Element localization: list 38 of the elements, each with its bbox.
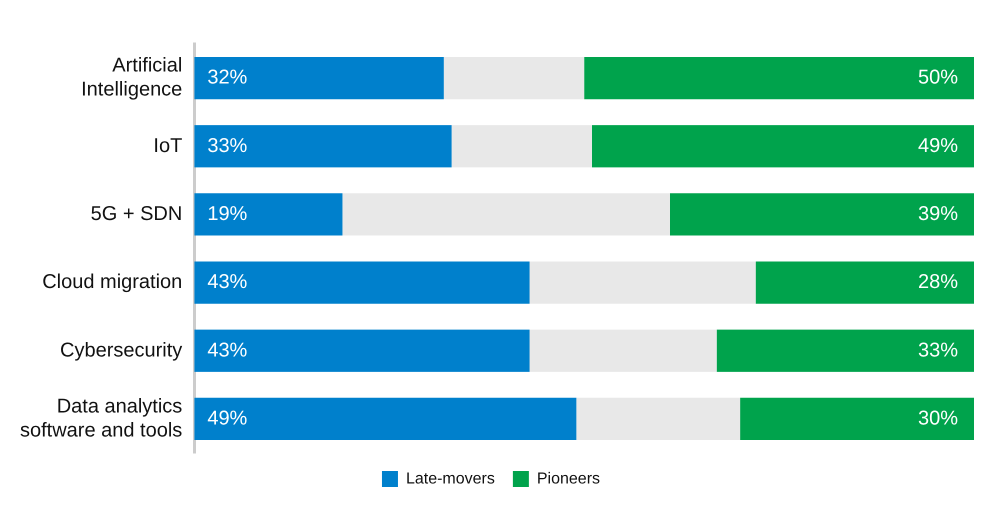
bar <box>530 261 756 304</box>
y-tick-label: Artificial Intelligence <box>81 54 182 101</box>
legend-label: Pioneers <box>536 470 600 488</box>
data-label: 39% <box>918 202 958 225</box>
y-tick-label: IoT <box>153 134 182 157</box>
y-tick-label: 5G + SDN <box>90 202 182 225</box>
bar <box>342 193 670 236</box>
data-label: 43% <box>207 271 248 294</box>
bar <box>716 330 974 372</box>
data-label: 30% <box>918 407 958 430</box>
data-label: 49% <box>207 407 248 430</box>
bar <box>740 398 974 440</box>
bar <box>756 261 974 304</box>
y-tick-label: Cloud migration <box>42 271 182 294</box>
y-tick-label: Cybersecurity <box>60 339 182 362</box>
legend-label: Late-movers <box>406 470 495 488</box>
bar <box>444 56 584 100</box>
data-label: 33% <box>918 339 958 362</box>
data-label: 33% <box>207 134 248 157</box>
bar <box>530 330 717 372</box>
bar <box>194 56 444 100</box>
bar <box>194 330 530 372</box>
data-label: 50% <box>918 66 958 89</box>
data-label: 32% <box>207 66 248 89</box>
bar <box>592 125 974 168</box>
bar <box>194 193 342 236</box>
data-label: 49% <box>918 134 958 157</box>
bar <box>670 193 974 236</box>
bar <box>576 398 740 440</box>
data-label: 19% <box>207 202 248 225</box>
bar <box>584 56 974 100</box>
bar <box>194 398 576 440</box>
data-label: 43% <box>207 339 248 362</box>
data-label: 28% <box>918 271 958 294</box>
bar <box>452 125 592 168</box>
bar <box>194 125 452 168</box>
y-tick-label: Data analytics software and tools <box>20 395 182 442</box>
bar <box>194 261 530 304</box>
